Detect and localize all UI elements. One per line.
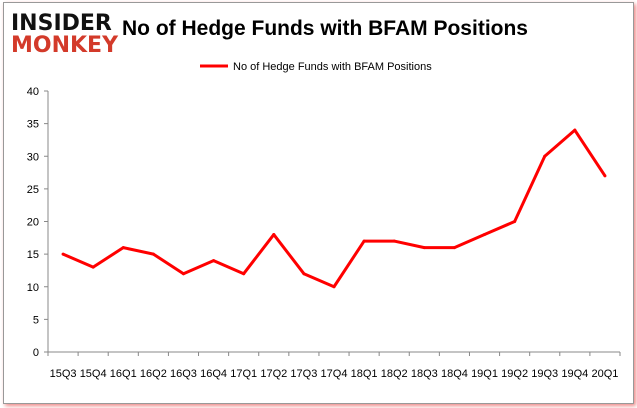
y-tick-label: 5	[33, 314, 39, 326]
data-point	[573, 128, 577, 132]
data-point	[483, 233, 487, 237]
y-tick-label: 20	[27, 217, 39, 229]
x-tick-label: 16Q2	[140, 368, 167, 380]
x-tick-label: 17Q4	[321, 368, 348, 380]
data-point	[603, 174, 607, 178]
data-point	[242, 272, 246, 276]
y-tick-label: 40	[27, 86, 39, 98]
chart-frame: INSIDER MONKEY No of Hedge Funds with BF…	[3, 2, 634, 404]
x-tick-label: 19Q4	[561, 368, 588, 380]
data-point	[272, 233, 276, 237]
x-tick-label: 15Q4	[80, 368, 107, 380]
x-tick-label: 19Q3	[531, 368, 558, 380]
x-tick-label: 17Q1	[230, 368, 257, 380]
y-tick-label: 15	[27, 249, 39, 261]
data-point	[121, 246, 125, 250]
x-tick-label: 20Q1	[591, 368, 618, 380]
x-tick-label: 18Q4	[441, 368, 468, 380]
chart-title: No of Hedge Funds with BFAM Positions	[122, 17, 528, 40]
x-tick-label: 17Q3	[290, 368, 317, 380]
data-point	[362, 239, 366, 243]
insider-monkey-logo: INSIDER MONKEY	[11, 11, 121, 59]
logo-line1: INSIDER	[11, 11, 112, 36]
data-point	[422, 246, 426, 250]
y-tick-label: 35	[27, 119, 39, 131]
data-point	[151, 252, 155, 256]
y-tick-label: 30	[27, 151, 39, 163]
x-tick-label: 19Q2	[501, 368, 528, 380]
x-tick-label: 18Q1	[351, 368, 378, 380]
x-tick-label: 18Q3	[411, 368, 438, 380]
x-tick-label: 15Q3	[50, 368, 77, 380]
data-point	[543, 154, 547, 158]
x-tick-label: 16Q4	[200, 368, 227, 380]
y-tick-label: 10	[27, 282, 39, 294]
data-point	[302, 272, 306, 276]
x-tick-label: 16Q1	[110, 368, 137, 380]
x-tick-label: 17Q2	[260, 368, 287, 380]
data-point	[332, 285, 336, 289]
y-tick-label: 25	[27, 184, 39, 196]
data-point	[513, 220, 517, 223]
logo-line2: MONKEY	[11, 33, 119, 58]
line-chart: 0 5 10 15 20 25 30 35 40 15Q3 15Q4 16Q1 16Q2 16Q3 16Q4…	[27, 61, 621, 380]
y-tick-label: 0	[33, 347, 39, 359]
data-point	[452, 246, 456, 250]
data-point	[212, 259, 216, 263]
series-line	[62, 128, 607, 289]
data-point	[181, 272, 185, 276]
data-point	[61, 252, 65, 256]
data-point	[392, 239, 396, 243]
legend-label: No of Hedge Funds with BFAM Positions	[233, 61, 432, 73]
x-tick-label: 19Q1	[471, 368, 498, 380]
x-tick-label: 18Q2	[381, 368, 408, 380]
data-point	[91, 265, 95, 269]
x-tick-label: 16Q3	[170, 368, 197, 380]
